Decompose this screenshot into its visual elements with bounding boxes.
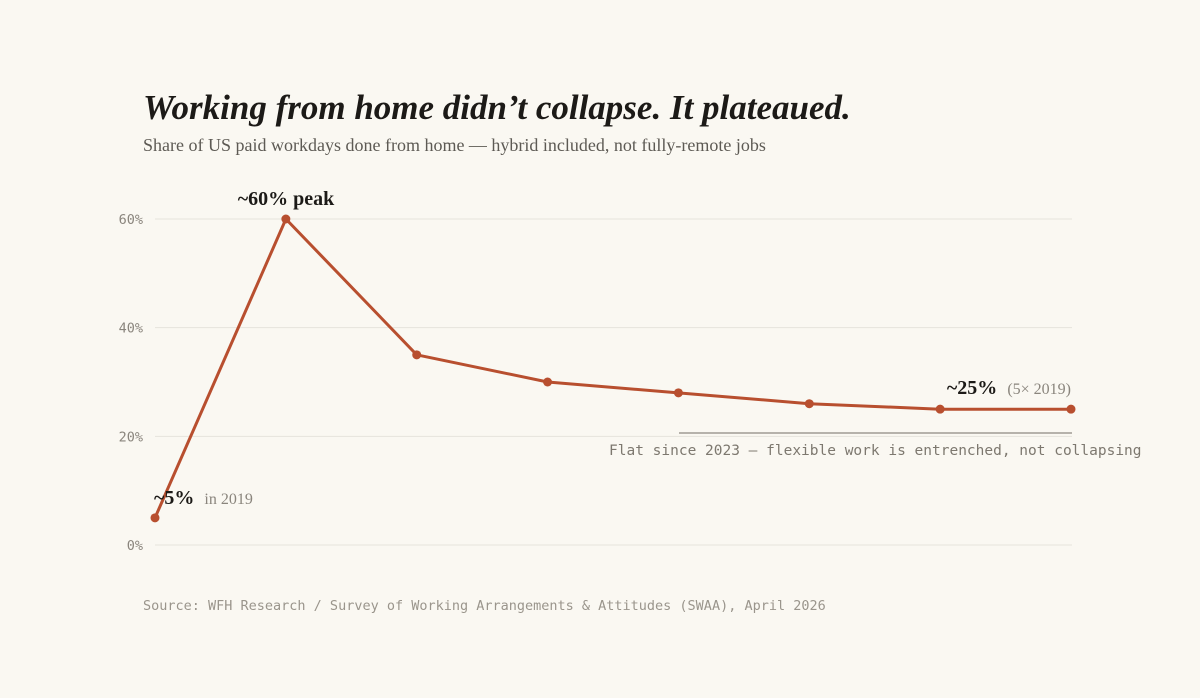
series-wfh-share bbox=[150, 214, 1076, 523]
data-point bbox=[673, 388, 683, 398]
y-axis-ticks: 0% 20% 40% 60% bbox=[119, 212, 143, 554]
end-annotation-suffix: (5× 2019) bbox=[1007, 381, 1071, 398]
source-note: Source: WFH Research / Survey of Working… bbox=[143, 598, 826, 614]
y-tick-label: 20% bbox=[119, 429, 143, 445]
end-annotation-value: ~25% bbox=[947, 377, 997, 399]
data-point bbox=[412, 350, 422, 360]
y-tick-label: 0% bbox=[127, 538, 143, 554]
data-point bbox=[281, 214, 291, 224]
peak-annotation: ~60% peak bbox=[238, 188, 335, 210]
series-line bbox=[153, 217, 1073, 520]
plateau-note: Flat since 2023 — flexible work is entre… bbox=[609, 443, 1142, 459]
data-point bbox=[1066, 404, 1076, 414]
annotations: ~60% peak ~5% in 2019 ~25% (5× 2019) bbox=[154, 188, 1071, 509]
y-tick-label: 60% bbox=[119, 212, 143, 228]
plateau-note-group: Flat since 2023 — flexible work is entre… bbox=[609, 432, 1142, 459]
start-annotation-suffix: in 2019 bbox=[204, 491, 252, 508]
start-annotation-value: ~5% bbox=[154, 487, 194, 509]
data-point bbox=[804, 399, 814, 409]
gridlines bbox=[155, 218, 1072, 546]
data-point bbox=[543, 377, 553, 387]
chart-subtitle: Share of US paid workdays done from home… bbox=[143, 135, 766, 155]
data-point bbox=[150, 513, 160, 523]
end-annotation: ~25% (5× 2019) bbox=[947, 377, 1071, 399]
y-tick-label: 40% bbox=[119, 321, 143, 337]
data-point bbox=[935, 404, 945, 414]
chart-title: Working from home didn’t collapse. It pl… bbox=[143, 88, 851, 127]
start-annotation: ~5% in 2019 bbox=[154, 487, 253, 509]
